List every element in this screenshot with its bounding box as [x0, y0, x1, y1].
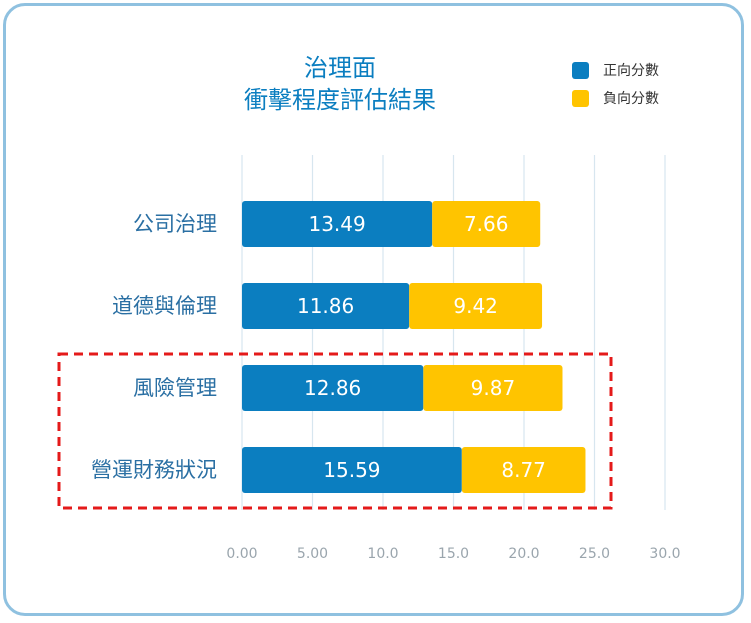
- chart-frame: [3, 3, 744, 616]
- chart-title-line-1: 治理面: [304, 54, 376, 82]
- category-label: 道德與倫理: [112, 294, 217, 318]
- legend-swatch-positive: [572, 61, 589, 79]
- bar-positive: [242, 365, 424, 411]
- x-tick-label: 0.00: [226, 546, 257, 562]
- bar-value-label: 8.77: [501, 458, 546, 482]
- bar-positive: [242, 447, 462, 493]
- bar-negative: [423, 365, 563, 411]
- bar-negative: [461, 447, 586, 493]
- x-tick-label: 10.0: [367, 546, 398, 562]
- legend-label-positive: 正向分數: [603, 63, 659, 79]
- bar-negative: [409, 283, 543, 329]
- bar-value-label: 11.86: [297, 294, 354, 318]
- x-tick-label: 15.0: [438, 546, 469, 562]
- bar-positive: [242, 283, 410, 329]
- legend-item-negative: 負向分數: [572, 88, 659, 108]
- category-label: 公司治理: [133, 212, 217, 236]
- bar-value-label: 7.66: [464, 212, 509, 236]
- chart-title: 治理面 衝擊程度評估結果: [230, 52, 450, 116]
- bar-value-label: 12.86: [304, 376, 361, 400]
- x-tick-label: 30.0: [649, 546, 680, 562]
- bar-value-label: 9.42: [453, 294, 498, 318]
- highlight-box: [57, 352, 613, 510]
- x-tick-label: 20.0: [508, 546, 539, 562]
- legend-label-negative: 負向分數: [603, 91, 659, 107]
- bar-value-label: 15.59: [323, 458, 380, 482]
- category-label: 營運財務狀況: [91, 458, 217, 482]
- chart-title-line-2: 衝擊程度評估結果: [244, 86, 436, 114]
- bar-positive: [242, 201, 433, 247]
- bar-value-label: 13.49: [308, 212, 365, 236]
- category-label: 風險管理: [133, 376, 217, 400]
- bar-negative: [432, 201, 541, 247]
- legend-swatch-negative: [572, 89, 589, 107]
- legend: 正向分數 負向分數: [572, 60, 659, 116]
- legend-item-positive: 正向分數: [572, 60, 659, 80]
- x-tick-label: 25.0: [579, 546, 610, 562]
- x-tick-label: 5.00: [297, 546, 328, 562]
- bar-value-label: 9.87: [471, 376, 516, 400]
